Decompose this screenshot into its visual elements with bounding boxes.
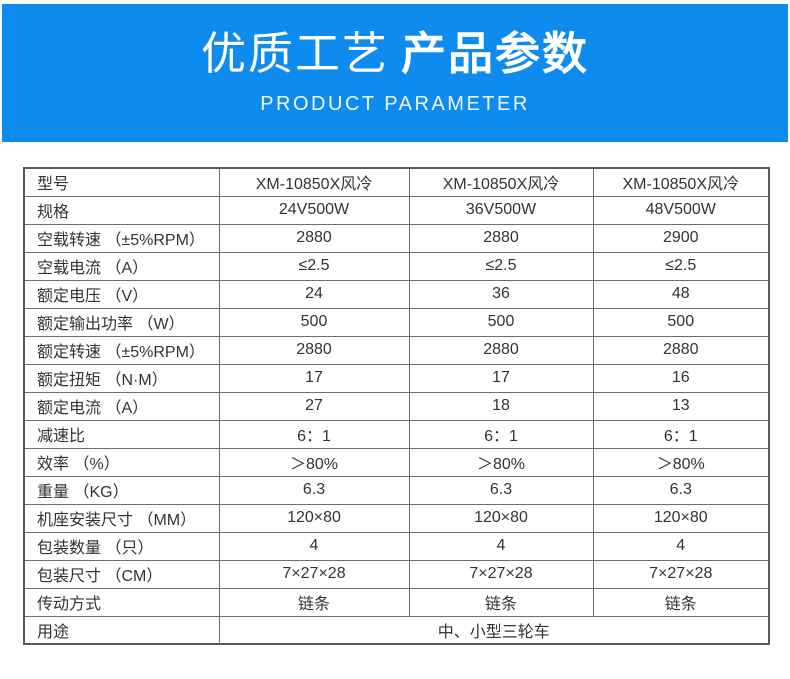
row-value: 500: [592, 307, 770, 337]
table-row: 型号 XM-10850X风冷 XM-10850X风冷 XM-10850X风冷: [23, 167, 770, 197]
row-value: 4: [592, 531, 770, 561]
row-label: 效率 （%）: [23, 447, 220, 477]
row-value: 4: [408, 531, 594, 561]
row-value: 17: [408, 363, 594, 393]
row-label: 用途: [23, 615, 220, 645]
row-label: 空载电流 （A）: [23, 251, 220, 281]
table-row: 包装尺寸 （CM） 7×27×28 7×27×28 7×27×28: [23, 559, 770, 589]
row-label: 额定电压 （V）: [23, 279, 220, 309]
row-value: 120×80: [592, 503, 770, 533]
row-value: 120×80: [218, 503, 410, 533]
row-value: XM-10850X风冷: [218, 167, 410, 197]
row-label: 型号: [23, 167, 220, 197]
row-value: 24: [218, 279, 410, 309]
row-label: 包装尺寸 （CM）: [23, 559, 220, 589]
row-value: 2880: [218, 223, 410, 253]
row-value: 18: [408, 391, 594, 421]
table-row: 机座安装尺寸 （MM） 120×80 120×80 120×80: [23, 503, 770, 533]
row-value: ≤2.5: [218, 251, 410, 281]
table-row: 额定扭矩 （N·M） 17 17 16: [23, 363, 770, 393]
banner-subtitle: PRODUCT PARAMETER: [260, 93, 530, 116]
row-value: ≤2.5: [408, 251, 594, 281]
row-label: 规格: [23, 195, 220, 225]
row-value: 链条: [218, 587, 410, 617]
row-label: 额定扭矩 （N·M）: [23, 363, 220, 393]
row-value: 6.3: [408, 475, 594, 505]
table-row: 空载转速 （±5%RPM） 2880 2880 2900: [23, 223, 770, 253]
row-value: 24V500W: [218, 195, 410, 225]
banner-title-regular: 优质工艺: [200, 27, 389, 79]
row-label: 减速比: [23, 419, 220, 449]
row-value: 2900: [592, 223, 770, 253]
table-row: 减速比 6：1 6：1 6：1: [23, 419, 770, 449]
table-row: 传动方式 链条 链条 链条: [23, 587, 770, 617]
row-value: 4: [218, 531, 410, 561]
row-value: 7×27×28: [408, 559, 594, 589]
row-value: XM-10850X风冷: [592, 167, 770, 197]
row-value: 6：1: [408, 419, 594, 449]
row-value: ＞80%: [408, 447, 594, 477]
row-label: 额定电流 （A）: [23, 391, 220, 421]
table-row: 空载电流 （A） ≤2.5 ≤2.5 ≤2.5: [23, 251, 770, 281]
row-value: 2880: [408, 335, 594, 365]
table-row: 包装数量 （只） 4 4 4: [23, 531, 770, 561]
row-value: 6.3: [592, 475, 770, 505]
row-value: 7×27×28: [592, 559, 770, 589]
row-value: 48V500W: [592, 195, 770, 225]
row-label: 额定输出功率 （W）: [23, 307, 220, 337]
row-value: 6：1: [592, 419, 770, 449]
row-value: 500: [408, 307, 594, 337]
row-value: 500: [218, 307, 410, 337]
row-value: 2880: [592, 335, 770, 365]
row-value: 120×80: [408, 503, 594, 533]
banner-title-bold: 产品参数: [401, 27, 590, 79]
row-value: 链条: [592, 587, 770, 617]
row-value: ≤2.5: [592, 251, 770, 281]
row-value: 36V500W: [408, 195, 594, 225]
product-parameter-banner: 优质工艺 产品参数 PRODUCT PARAMETER: [2, 4, 788, 142]
row-label: 传动方式: [23, 587, 220, 617]
row-value: 2880: [408, 223, 594, 253]
table-row: 额定转速 （±5%RPM） 2880 2880 2880: [23, 335, 770, 365]
row-value: 2880: [218, 335, 410, 365]
row-value: 48: [592, 279, 770, 309]
row-label: 机座安装尺寸 （MM）: [23, 503, 220, 533]
table-row: 效率 （%） ＞80% ＞80% ＞80%: [23, 447, 770, 477]
product-spec-table: 型号 XM-10850X风冷 XM-10850X风冷 XM-10850X风冷 规格 24V…: [23, 167, 770, 645]
row-value: XM-10850X风冷: [408, 167, 594, 197]
row-label: 包装数量 （只）: [23, 531, 220, 561]
row-value: ＞80%: [218, 447, 410, 477]
spec-table-container: 型号 XM-10850X风冷 XM-10850X风冷 XM-10850X风冷 规格 24V…: [23, 167, 790, 645]
table-row: 额定电流 （A） 27 18 13: [23, 391, 770, 421]
banner-title: 优质工艺 产品参数: [201, 30, 589, 77]
row-value: 17: [218, 363, 410, 393]
row-value: 6.3: [218, 475, 410, 505]
row-value: 7×27×28: [218, 559, 410, 589]
row-value: 链条: [408, 587, 594, 617]
row-label: 额定转速 （±5%RPM）: [23, 335, 220, 365]
row-value: 36: [408, 279, 594, 309]
row-label: 重量 （KG）: [23, 475, 220, 505]
table-row: 额定输出功率 （W） 500 500 500: [23, 307, 770, 337]
table-row: 额定电压 （V） 24 36 48: [23, 279, 770, 309]
table-row: 用途 中、小型三轮车: [23, 615, 770, 645]
row-value: ＞80%: [592, 447, 770, 477]
row-value-span: 中、小型三轮车: [218, 615, 770, 645]
table-row: 重量 （KG） 6.3 6.3 6.3: [23, 475, 770, 505]
table-row: 规格 24V500W 36V500W 48V500W: [23, 195, 770, 225]
row-value: 27: [218, 391, 410, 421]
row-label: 空载转速 （±5%RPM）: [23, 223, 220, 253]
row-value: 16: [592, 363, 770, 393]
row-value: 13: [592, 391, 770, 421]
row-value: 6：1: [218, 419, 410, 449]
